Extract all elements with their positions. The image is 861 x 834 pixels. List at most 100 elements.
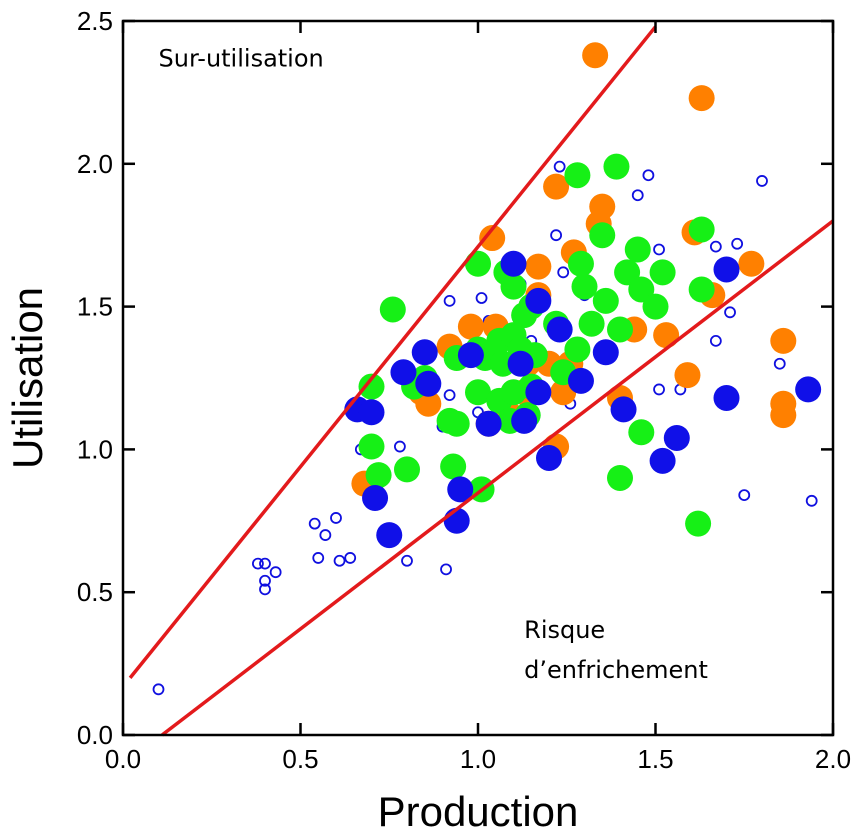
- point-series-2-45: [394, 456, 420, 483]
- point-series-0-8: [319, 529, 332, 541]
- point-series-3-2: [546, 316, 573, 343]
- point-series-0-5: [269, 566, 282, 579]
- point-series-3-25: [376, 522, 403, 549]
- point-series-3-9: [415, 370, 442, 397]
- point-series-0-24: [550, 229, 562, 242]
- point-series-3-23: [362, 484, 389, 511]
- point-series-0-6: [308, 517, 321, 530]
- point-series-3-18: [795, 376, 822, 403]
- point-series-3-7: [411, 339, 438, 366]
- y-axis-title: Utilisation: [4, 287, 51, 469]
- point-series-3-4: [592, 339, 619, 366]
- point-series-1-21: [415, 390, 442, 417]
- point-series-3-24: [443, 507, 470, 534]
- point-series-1-7: [525, 253, 552, 280]
- point-series-1-1: [688, 85, 715, 112]
- axis-ticks: 0.0 0.5 1.0 1.5 2.0 0.0 0.5 1.0 1.5 2.0 2.5: [77, 6, 851, 774]
- point-series-2-24: [607, 316, 633, 343]
- x-axis-title: Production: [378, 788, 579, 834]
- x-tick-label-4: 2.0: [815, 744, 851, 774]
- y-tick-label-0: 0.0: [77, 720, 113, 750]
- x-tick-label-2: 1.0: [460, 744, 496, 774]
- point-series-0-10: [333, 554, 346, 567]
- point-series-3-0: [500, 250, 527, 277]
- annotation-2: d’enfrichement: [524, 656, 708, 684]
- reference-line-0: [128, 25, 657, 679]
- point-series-0-38: [731, 237, 744, 250]
- point-series-2-12: [592, 287, 619, 314]
- point-series-0-0: [152, 683, 165, 696]
- y-tick-label-2: 1.0: [77, 434, 113, 464]
- point-series-0-14: [401, 554, 413, 567]
- point-series-2-7: [649, 259, 676, 286]
- point-series-0-37: [724, 306, 736, 319]
- point-series-0-1: [251, 557, 264, 570]
- x-tick-label-3: 1.5: [637, 744, 673, 774]
- point-series-0-20: [475, 292, 488, 304]
- point-series-0-13: [393, 440, 406, 453]
- reference-line-1: [160, 219, 835, 737]
- y-tick-label-1: 0.5: [77, 577, 113, 607]
- point-series-2-0: [603, 153, 630, 180]
- point-series-0-16: [440, 563, 452, 576]
- y-tick-label-5: 2.5: [77, 6, 113, 36]
- point-series-3-15: [511, 407, 538, 434]
- point-series-1-3: [479, 225, 506, 252]
- point-series-2-4: [624, 236, 651, 263]
- point-series-3-20: [536, 444, 562, 471]
- point-series-1-32: [770, 402, 797, 429]
- annotation-1: Risque: [524, 616, 605, 644]
- point-series-1-0: [582, 42, 609, 69]
- point-series-2-11: [571, 273, 598, 300]
- point-series-2-44: [365, 462, 392, 489]
- point-series-2-19: [642, 293, 669, 320]
- point-series-3-11: [567, 367, 594, 394]
- point-series-0-29: [631, 189, 644, 202]
- point-series-2-40: [443, 410, 470, 437]
- point-series-1-16: [653, 322, 680, 349]
- x-tick-label-0: 0.0: [105, 744, 141, 774]
- point-series-2-48: [607, 464, 633, 491]
- plot-frame: [121, 19, 835, 737]
- point-series-0-30: [642, 169, 655, 182]
- annotations: Sur-utilisation Risque d’enfrichement: [159, 45, 708, 684]
- point-series-1-13: [457, 313, 484, 340]
- point-series-2-46: [440, 453, 467, 480]
- point-series-0-17: [443, 389, 456, 402]
- point-series-0-36: [709, 240, 722, 253]
- point-series-0-42: [805, 494, 818, 507]
- point-series-3-3: [713, 256, 740, 283]
- point-series-1-29: [674, 362, 701, 389]
- point-series-1-30: [770, 327, 797, 354]
- point-series-2-8: [465, 250, 491, 277]
- point-series-2-5: [567, 250, 594, 277]
- point-series-0-31: [653, 243, 665, 256]
- point-series-2-18: [578, 310, 605, 337]
- point-series-0-18: [443, 294, 456, 307]
- point-series-2-13: [628, 276, 655, 303]
- point-series-3-16: [610, 396, 637, 423]
- point-series-2-50: [685, 510, 712, 537]
- point-series-2-3: [589, 222, 616, 249]
- point-series-2-34: [465, 379, 491, 406]
- point-series-2-2: [688, 216, 715, 243]
- point-series-0-26: [557, 266, 570, 279]
- point-series-0-39: [738, 489, 751, 501]
- point-series-0-41: [773, 357, 786, 370]
- x-tick-label-1: 0.5: [282, 744, 318, 774]
- point-series-0-35: [709, 334, 722, 347]
- point-series-3-14: [475, 410, 502, 437]
- point-series-3-19: [663, 424, 690, 451]
- point-series-3-21: [649, 447, 676, 474]
- annotation-0: Sur-utilisation: [159, 45, 324, 73]
- point-series-0-11: [344, 552, 357, 564]
- point-series-0-3: [259, 574, 271, 587]
- point-series-0-40: [756, 175, 768, 187]
- point-series-3-1: [525, 287, 552, 314]
- point-series-2-6: [614, 259, 641, 286]
- point-series-0-25: [553, 160, 566, 173]
- point-series-2-1: [564, 162, 591, 189]
- point-series-3-8: [390, 359, 417, 386]
- point-series-0-2: [259, 557, 271, 570]
